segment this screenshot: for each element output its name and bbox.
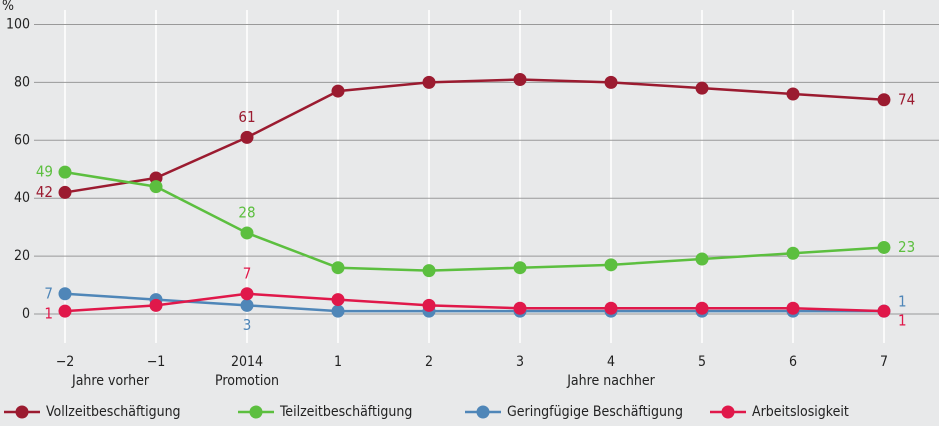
x-tick-label: 1: [334, 354, 342, 370]
point: [877, 240, 891, 254]
data-label: 1: [898, 293, 907, 311]
x-sublabel: Jahre nachher: [566, 373, 655, 389]
legend-marker: [721, 405, 735, 419]
point: [786, 87, 800, 101]
point: [513, 301, 527, 315]
data-label: 3: [243, 316, 252, 334]
x-tick-label: 5: [698, 354, 706, 370]
series-line: [64, 292, 885, 313]
point: [422, 264, 436, 278]
series-line: [64, 78, 885, 194]
point: [513, 261, 527, 275]
legend-label: Geringfügige Beschäftigung: [507, 404, 683, 420]
data-label: 23: [898, 238, 915, 256]
point: [240, 298, 254, 312]
point: [149, 180, 163, 194]
y-tick-label: 60: [14, 132, 30, 148]
y-tick-label: 80: [14, 74, 30, 90]
y-tick-label: 0: [22, 306, 30, 322]
data-label: 74: [898, 90, 915, 108]
x-tick-label: 2014: [231, 354, 263, 370]
point: [240, 226, 254, 240]
point: [422, 75, 436, 89]
x-tick-label: 7: [880, 354, 888, 370]
point: [58, 304, 72, 318]
legend-marker: [15, 405, 29, 419]
x-tick-label: −1: [147, 354, 166, 370]
series-line: [64, 170, 885, 272]
point: [604, 75, 618, 89]
y-tick-label: 100: [6, 16, 30, 32]
point: [513, 72, 527, 86]
y-axis-label: %: [2, 0, 14, 14]
data-label: 1: [898, 312, 907, 330]
x-sublabel: Promotion: [215, 373, 279, 389]
point: [877, 93, 891, 107]
series-line: [64, 292, 884, 313]
point: [695, 252, 709, 266]
data-label: 7: [243, 264, 252, 282]
point: [786, 246, 800, 260]
point: [604, 301, 618, 315]
point: [58, 287, 72, 301]
data-label: 49: [36, 163, 53, 181]
point: [695, 81, 709, 95]
point: [877, 304, 891, 318]
legend-marker: [249, 405, 263, 419]
legend-label: Teilzeitbeschäftigung: [279, 404, 412, 420]
point: [331, 304, 345, 318]
x-tick-label: 3: [516, 354, 524, 370]
x-tick-label: 4: [607, 354, 615, 370]
point: [58, 185, 72, 199]
x-tick-label: −2: [56, 354, 75, 370]
x-sublabel: Jahre vorher: [71, 373, 150, 389]
data-label: 61: [238, 108, 255, 126]
point: [149, 298, 163, 312]
y-tick-label: 40: [14, 190, 30, 206]
data-label: 42: [36, 183, 53, 201]
point: [422, 298, 436, 312]
point: [240, 130, 254, 144]
x-tick-label: 2: [425, 354, 433, 370]
point: [331, 293, 345, 307]
x-tick-label: 6: [789, 354, 797, 370]
point: [695, 301, 709, 315]
legend-marker: [476, 405, 490, 419]
data-label: 28: [238, 203, 255, 221]
point: [604, 258, 618, 272]
point: [331, 84, 345, 98]
point: [786, 301, 800, 315]
legend-label: Vollzeitbeschäftigung: [46, 404, 181, 420]
legend-label: Arbeitslosigkeit: [752, 404, 849, 420]
y-tick-label: 20: [14, 248, 30, 264]
data-label: 1: [44, 305, 53, 323]
point: [58, 165, 72, 179]
point: [331, 261, 345, 275]
point: [240, 287, 254, 301]
data-label: 7: [44, 284, 53, 302]
